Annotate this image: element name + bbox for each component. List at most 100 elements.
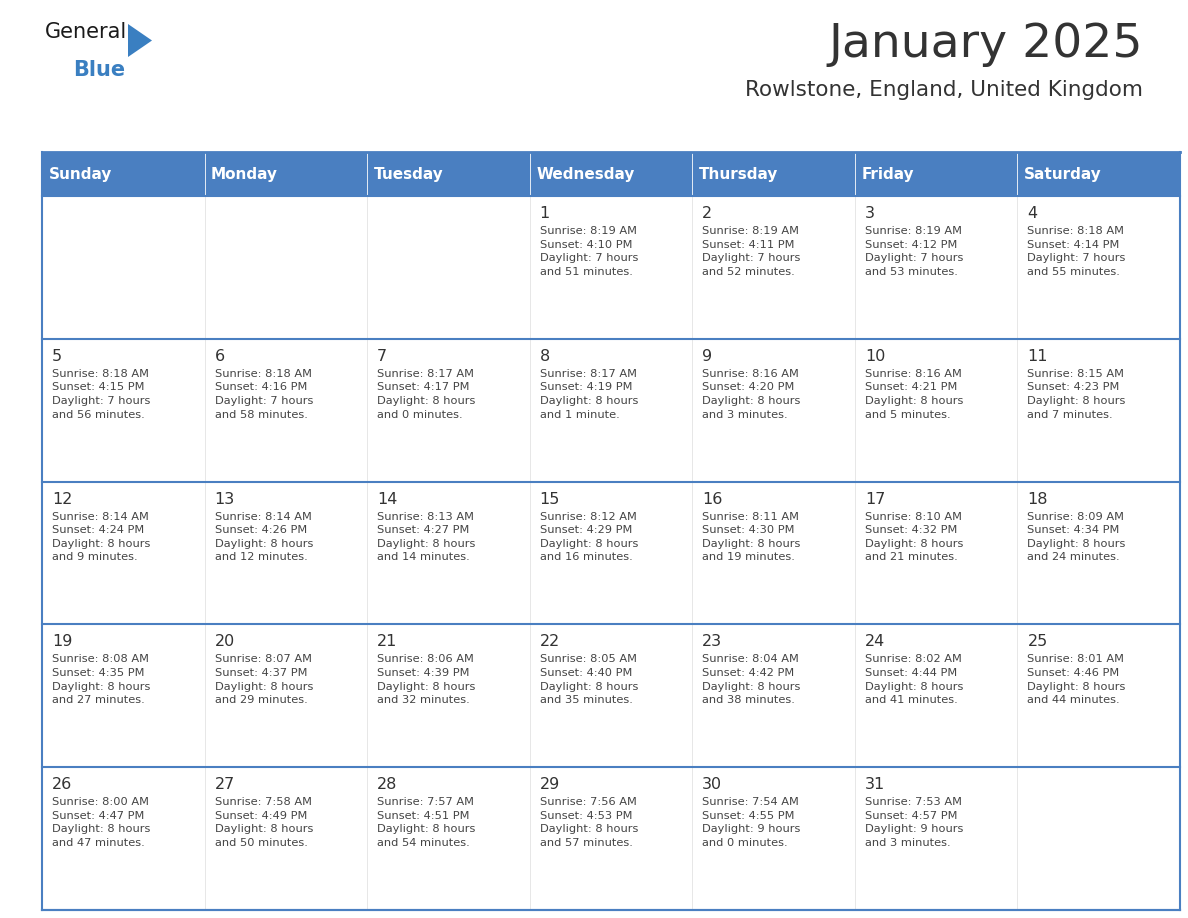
Text: Sunrise: 7:57 AM
Sunset: 4:51 PM
Daylight: 8 hours
and 54 minutes.: Sunrise: 7:57 AM Sunset: 4:51 PM Dayligh… [377, 797, 475, 848]
Text: Sunrise: 8:17 AM
Sunset: 4:19 PM
Daylight: 8 hours
and 1 minute.: Sunrise: 8:17 AM Sunset: 4:19 PM Dayligh… [539, 369, 638, 420]
Text: 3: 3 [865, 206, 874, 221]
FancyBboxPatch shape [42, 482, 204, 624]
FancyBboxPatch shape [1017, 339, 1180, 482]
Text: Sunrise: 8:18 AM
Sunset: 4:15 PM
Daylight: 7 hours
and 56 minutes.: Sunrise: 8:18 AM Sunset: 4:15 PM Dayligh… [52, 369, 151, 420]
Text: 15: 15 [539, 492, 560, 507]
Text: 5: 5 [52, 349, 62, 364]
Text: General: General [45, 22, 127, 42]
FancyBboxPatch shape [367, 196, 530, 339]
Text: 24: 24 [865, 634, 885, 649]
Text: Sunrise: 8:00 AM
Sunset: 4:47 PM
Daylight: 8 hours
and 47 minutes.: Sunrise: 8:00 AM Sunset: 4:47 PM Dayligh… [52, 797, 151, 848]
FancyBboxPatch shape [1017, 624, 1180, 767]
FancyBboxPatch shape [693, 482, 855, 624]
FancyBboxPatch shape [530, 196, 693, 339]
Text: 27: 27 [215, 778, 235, 792]
Text: Sunrise: 8:15 AM
Sunset: 4:23 PM
Daylight: 8 hours
and 7 minutes.: Sunrise: 8:15 AM Sunset: 4:23 PM Dayligh… [1028, 369, 1126, 420]
Text: Rowlstone, England, United Kingdom: Rowlstone, England, United Kingdom [745, 80, 1143, 100]
FancyBboxPatch shape [1017, 196, 1180, 339]
Polygon shape [128, 24, 152, 57]
FancyBboxPatch shape [367, 339, 530, 482]
Text: Sunrise: 8:06 AM
Sunset: 4:39 PM
Daylight: 8 hours
and 32 minutes.: Sunrise: 8:06 AM Sunset: 4:39 PM Dayligh… [377, 655, 475, 705]
Text: Sunrise: 8:17 AM
Sunset: 4:17 PM
Daylight: 8 hours
and 0 minutes.: Sunrise: 8:17 AM Sunset: 4:17 PM Dayligh… [377, 369, 475, 420]
Text: 29: 29 [539, 778, 560, 792]
Text: Sunrise: 8:08 AM
Sunset: 4:35 PM
Daylight: 8 hours
and 27 minutes.: Sunrise: 8:08 AM Sunset: 4:35 PM Dayligh… [52, 655, 151, 705]
Text: Sunrise: 8:14 AM
Sunset: 4:24 PM
Daylight: 8 hours
and 9 minutes.: Sunrise: 8:14 AM Sunset: 4:24 PM Dayligh… [52, 511, 151, 563]
Text: 18: 18 [1028, 492, 1048, 507]
FancyBboxPatch shape [204, 152, 367, 196]
FancyBboxPatch shape [855, 767, 1017, 910]
FancyBboxPatch shape [1017, 482, 1180, 624]
Text: Sunrise: 8:07 AM
Sunset: 4:37 PM
Daylight: 8 hours
and 29 minutes.: Sunrise: 8:07 AM Sunset: 4:37 PM Dayligh… [215, 655, 312, 705]
FancyBboxPatch shape [530, 624, 693, 767]
Text: 11: 11 [1028, 349, 1048, 364]
Text: Blue: Blue [72, 60, 125, 80]
Text: Sunrise: 8:11 AM
Sunset: 4:30 PM
Daylight: 8 hours
and 19 minutes.: Sunrise: 8:11 AM Sunset: 4:30 PM Dayligh… [702, 511, 801, 563]
Text: Sunrise: 7:58 AM
Sunset: 4:49 PM
Daylight: 8 hours
and 50 minutes.: Sunrise: 7:58 AM Sunset: 4:49 PM Dayligh… [215, 797, 312, 848]
Text: 6: 6 [215, 349, 225, 364]
Text: Sunrise: 8:19 AM
Sunset: 4:10 PM
Daylight: 7 hours
and 51 minutes.: Sunrise: 8:19 AM Sunset: 4:10 PM Dayligh… [539, 226, 638, 277]
Text: 16: 16 [702, 492, 722, 507]
Text: 13: 13 [215, 492, 235, 507]
Text: Sunrise: 8:02 AM
Sunset: 4:44 PM
Daylight: 8 hours
and 41 minutes.: Sunrise: 8:02 AM Sunset: 4:44 PM Dayligh… [865, 655, 963, 705]
FancyBboxPatch shape [42, 339, 204, 482]
FancyBboxPatch shape [367, 482, 530, 624]
Text: 23: 23 [702, 634, 722, 649]
Text: 4: 4 [1028, 206, 1037, 221]
Text: 12: 12 [52, 492, 72, 507]
Text: 14: 14 [377, 492, 398, 507]
Text: Sunrise: 8:10 AM
Sunset: 4:32 PM
Daylight: 8 hours
and 21 minutes.: Sunrise: 8:10 AM Sunset: 4:32 PM Dayligh… [865, 511, 963, 563]
Text: Sunrise: 8:14 AM
Sunset: 4:26 PM
Daylight: 8 hours
and 12 minutes.: Sunrise: 8:14 AM Sunset: 4:26 PM Dayligh… [215, 511, 312, 563]
Text: 2: 2 [702, 206, 713, 221]
Text: 8: 8 [539, 349, 550, 364]
Text: Sunrise: 8:05 AM
Sunset: 4:40 PM
Daylight: 8 hours
and 35 minutes.: Sunrise: 8:05 AM Sunset: 4:40 PM Dayligh… [539, 655, 638, 705]
Text: Tuesday: Tuesday [374, 166, 443, 182]
FancyBboxPatch shape [855, 152, 1017, 196]
Text: Sunrise: 8:18 AM
Sunset: 4:16 PM
Daylight: 7 hours
and 58 minutes.: Sunrise: 8:18 AM Sunset: 4:16 PM Dayligh… [215, 369, 312, 420]
Text: Thursday: Thursday [699, 166, 778, 182]
FancyBboxPatch shape [530, 339, 693, 482]
FancyBboxPatch shape [855, 196, 1017, 339]
Text: Sunrise: 8:13 AM
Sunset: 4:27 PM
Daylight: 8 hours
and 14 minutes.: Sunrise: 8:13 AM Sunset: 4:27 PM Dayligh… [377, 511, 475, 563]
FancyBboxPatch shape [367, 767, 530, 910]
FancyBboxPatch shape [855, 339, 1017, 482]
FancyBboxPatch shape [693, 339, 855, 482]
Text: Sunrise: 8:12 AM
Sunset: 4:29 PM
Daylight: 8 hours
and 16 minutes.: Sunrise: 8:12 AM Sunset: 4:29 PM Dayligh… [539, 511, 638, 563]
FancyBboxPatch shape [530, 482, 693, 624]
Text: Sunrise: 7:54 AM
Sunset: 4:55 PM
Daylight: 9 hours
and 0 minutes.: Sunrise: 7:54 AM Sunset: 4:55 PM Dayligh… [702, 797, 801, 848]
Text: Sunrise: 8:18 AM
Sunset: 4:14 PM
Daylight: 7 hours
and 55 minutes.: Sunrise: 8:18 AM Sunset: 4:14 PM Dayligh… [1028, 226, 1126, 277]
Text: 7: 7 [377, 349, 387, 364]
Text: 22: 22 [539, 634, 560, 649]
Text: 20: 20 [215, 634, 235, 649]
FancyBboxPatch shape [1017, 767, 1180, 910]
FancyBboxPatch shape [204, 767, 367, 910]
FancyBboxPatch shape [42, 196, 204, 339]
Text: 26: 26 [52, 778, 72, 792]
FancyBboxPatch shape [204, 196, 367, 339]
Text: Sunrise: 8:01 AM
Sunset: 4:46 PM
Daylight: 8 hours
and 44 minutes.: Sunrise: 8:01 AM Sunset: 4:46 PM Dayligh… [1028, 655, 1126, 705]
FancyBboxPatch shape [367, 152, 530, 196]
Text: 21: 21 [377, 634, 398, 649]
Text: 25: 25 [1028, 634, 1048, 649]
FancyBboxPatch shape [42, 152, 204, 196]
Text: Sunrise: 7:56 AM
Sunset: 4:53 PM
Daylight: 8 hours
and 57 minutes.: Sunrise: 7:56 AM Sunset: 4:53 PM Dayligh… [539, 797, 638, 848]
FancyBboxPatch shape [693, 624, 855, 767]
FancyBboxPatch shape [1017, 152, 1180, 196]
FancyBboxPatch shape [530, 767, 693, 910]
FancyBboxPatch shape [530, 152, 693, 196]
FancyBboxPatch shape [693, 152, 855, 196]
FancyBboxPatch shape [204, 624, 367, 767]
FancyBboxPatch shape [855, 482, 1017, 624]
Text: 31: 31 [865, 778, 885, 792]
Text: Sunrise: 8:16 AM
Sunset: 4:21 PM
Daylight: 8 hours
and 5 minutes.: Sunrise: 8:16 AM Sunset: 4:21 PM Dayligh… [865, 369, 963, 420]
FancyBboxPatch shape [42, 767, 204, 910]
FancyBboxPatch shape [367, 624, 530, 767]
FancyBboxPatch shape [204, 482, 367, 624]
Text: 30: 30 [702, 778, 722, 792]
Text: Saturday: Saturday [1024, 166, 1101, 182]
FancyBboxPatch shape [42, 624, 204, 767]
Text: 1: 1 [539, 206, 550, 221]
Text: 17: 17 [865, 492, 885, 507]
Text: 19: 19 [52, 634, 72, 649]
FancyBboxPatch shape [693, 767, 855, 910]
Text: January 2025: January 2025 [828, 22, 1143, 67]
